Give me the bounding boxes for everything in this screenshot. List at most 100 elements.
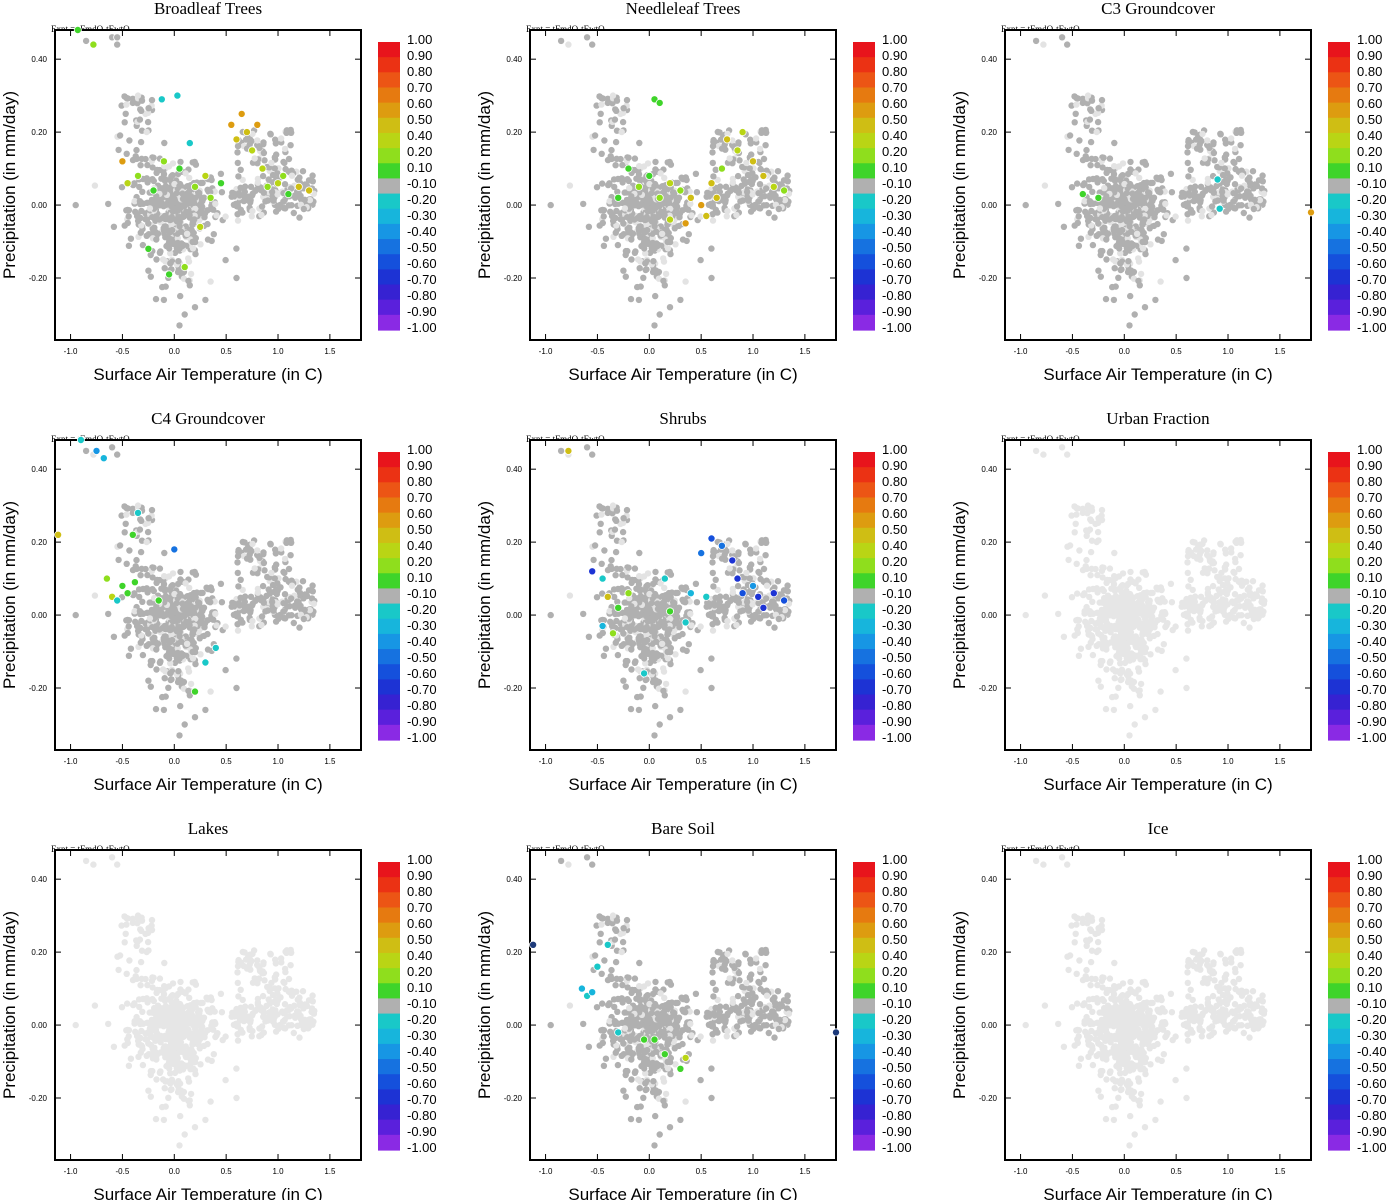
y-tick-label: 0.20 bbox=[31, 128, 47, 137]
colorbar-segment bbox=[853, 178, 875, 195]
background-point bbox=[1231, 145, 1239, 153]
background-point bbox=[660, 258, 668, 265]
x-tick-label: 0.5 bbox=[696, 347, 708, 356]
data-point bbox=[697, 201, 706, 210]
background-point bbox=[1167, 580, 1175, 587]
background-point bbox=[1244, 176, 1252, 183]
data-point bbox=[723, 135, 732, 144]
background-point bbox=[231, 602, 238, 609]
background-point bbox=[687, 200, 694, 207]
background-point bbox=[664, 245, 672, 252]
background-point bbox=[233, 612, 240, 620]
colorbar-segment bbox=[853, 269, 875, 286]
background-point bbox=[747, 546, 754, 553]
colorbar-segment bbox=[853, 527, 875, 544]
colorbar-segment bbox=[853, 542, 875, 559]
background-point bbox=[708, 274, 715, 282]
colorbar-label: -0.90 bbox=[407, 714, 437, 729]
y-tick-label: 0.40 bbox=[981, 55, 997, 64]
background-point bbox=[301, 181, 309, 188]
colorbar-segment bbox=[853, 299, 875, 316]
colorbar-segment bbox=[378, 163, 400, 180]
background-point bbox=[212, 200, 219, 207]
background-point bbox=[180, 602, 188, 609]
data-point bbox=[1215, 204, 1224, 213]
background-point bbox=[676, 624, 683, 631]
background-point bbox=[746, 165, 753, 172]
data-point bbox=[624, 589, 633, 598]
colorbar-segment bbox=[1328, 163, 1350, 180]
background-point bbox=[557, 37, 565, 45]
background-point bbox=[1109, 256, 1117, 263]
background-point bbox=[235, 173, 242, 180]
data-point bbox=[130, 578, 139, 587]
background-point bbox=[755, 190, 762, 197]
background-point bbox=[142, 155, 149, 163]
background-point bbox=[636, 265, 643, 272]
background-point bbox=[124, 629, 131, 637]
background-point bbox=[651, 245, 658, 252]
colorbar-label: 0.50 bbox=[407, 112, 432, 127]
background-point bbox=[183, 640, 191, 647]
background-point bbox=[1238, 172, 1246, 179]
data-point bbox=[149, 186, 158, 195]
background-point bbox=[259, 172, 267, 180]
background-point bbox=[758, 129, 765, 136]
data-point bbox=[190, 182, 199, 191]
background-point bbox=[627, 705, 635, 713]
x-tick-label: -1.0 bbox=[64, 347, 78, 356]
background-point bbox=[602, 235, 610, 242]
colorbar-label: 0.50 bbox=[882, 522, 907, 537]
colorbar-segment bbox=[378, 239, 400, 255]
background-point bbox=[150, 154, 157, 161]
colorbar-segment bbox=[378, 314, 400, 331]
colorbar-label: 0.90 bbox=[1357, 48, 1382, 63]
background-point bbox=[134, 92, 142, 99]
background-point bbox=[1157, 189, 1164, 196]
background-point bbox=[724, 600, 731, 607]
colorbar-segment bbox=[853, 694, 875, 711]
background-point bbox=[1089, 188, 1096, 195]
background-point bbox=[609, 92, 617, 99]
colorbar-label: -0.70 bbox=[1357, 272, 1387, 287]
background-point bbox=[134, 217, 142, 225]
background-point bbox=[176, 732, 183, 739]
background-point bbox=[258, 621, 265, 629]
y-tick-label: -0.20 bbox=[29, 684, 48, 693]
background-point bbox=[239, 538, 246, 546]
background-point bbox=[235, 583, 242, 590]
background-point bbox=[1191, 197, 1199, 204]
data-point bbox=[76, 435, 85, 444]
background-point bbox=[775, 205, 782, 213]
background-point bbox=[1142, 250, 1149, 258]
data-point bbox=[717, 164, 726, 173]
y-tick-label: -0.20 bbox=[504, 684, 523, 693]
background-point bbox=[1183, 245, 1190, 252]
colorbar-label: 0.70 bbox=[882, 490, 907, 505]
panel-title: Broadleaf Trees bbox=[154, 0, 262, 18]
background-point bbox=[709, 217, 717, 224]
x-tick-label: 0.0 bbox=[644, 757, 656, 766]
background-point bbox=[1106, 249, 1114, 256]
colorbar-segment bbox=[1328, 299, 1350, 316]
background-point bbox=[726, 155, 733, 162]
background-point bbox=[1111, 594, 1118, 602]
y-tick-label: 0.00 bbox=[31, 611, 47, 620]
background-point bbox=[756, 145, 764, 153]
colorbar-label: 0.20 bbox=[882, 144, 907, 159]
background-point bbox=[757, 615, 764, 622]
background-point bbox=[162, 633, 169, 640]
background-point bbox=[612, 106, 619, 113]
data-point bbox=[242, 128, 251, 137]
background-point bbox=[233, 202, 240, 210]
background-point bbox=[164, 242, 172, 249]
background-point bbox=[644, 602, 652, 609]
data-point bbox=[1307, 208, 1316, 217]
background-point bbox=[190, 607, 197, 614]
background-point bbox=[197, 179, 205, 187]
background-point bbox=[153, 666, 160, 673]
background-point bbox=[735, 139, 742, 146]
background-point bbox=[667, 571, 675, 578]
background-point bbox=[774, 578, 782, 585]
background-point bbox=[280, 608, 287, 615]
